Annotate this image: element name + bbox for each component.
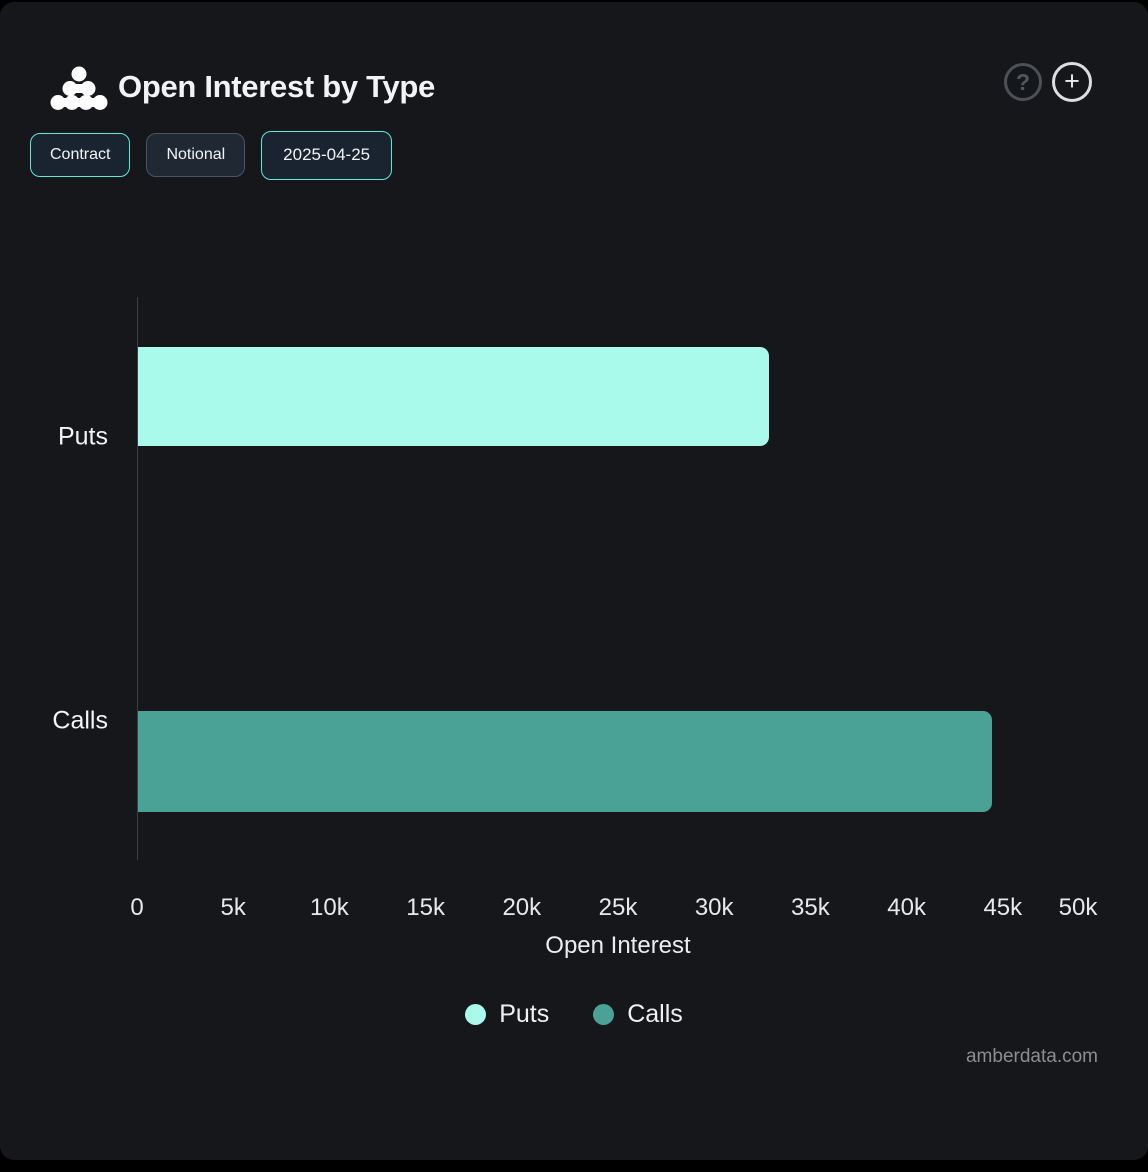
- x-axis-title: Open Interest: [545, 932, 691, 959]
- legend-marker-puts: [465, 1004, 487, 1025]
- legend-marker-calls: [593, 1004, 615, 1025]
- legend-label: Puts: [499, 1000, 550, 1028]
- x-tick-45k: 45k: [983, 894, 1023, 921]
- x-tick-5k: 5k: [220, 894, 246, 921]
- toolbar-button-2025-04-25[interactable]: 2025-04-25: [261, 130, 393, 180]
- toolbar-button-notional[interactable]: Notional: [146, 133, 246, 177]
- plus-icon: +: [1064, 65, 1080, 96]
- category-label-calls: Calls: [52, 706, 108, 735]
- watermark: amberdata.com: [965, 1046, 1098, 1067]
- question-mark-icon: ?: [1015, 68, 1031, 95]
- x-tick-20k: 20k: [502, 894, 542, 921]
- toolbar-button-contract[interactable]: Contract: [30, 133, 131, 177]
- bar-calls[interactable]: [138, 711, 992, 812]
- legend-item-puts[interactable]: Puts: [465, 1000, 549, 1029]
- legend-item-calls[interactable]: Calls: [593, 1000, 683, 1029]
- x-tick-30k: 30k: [694, 894, 734, 921]
- y-axis-line: [137, 297, 138, 860]
- amberdata-logo-icon: [50, 66, 108, 110]
- x-tick-40k: 40k: [887, 894, 926, 921]
- toolbar: Contract Notional 2025-04-25: [30, 129, 393, 181]
- help-button[interactable]: ?: [1004, 63, 1042, 101]
- x-tick-35k: 35k: [791, 894, 830, 921]
- legend-label: Calls: [627, 1000, 683, 1028]
- x-tick-10k: 10k: [310, 894, 349, 921]
- x-tick-25k: 25k: [598, 894, 638, 921]
- chart-legend: Puts Calls: [0, 1000, 1148, 1029]
- category-label-puts: Puts: [57, 422, 108, 451]
- add-to-dashboard-button[interactable]: +: [1052, 62, 1092, 102]
- x-tick-15k: 15k: [406, 894, 445, 921]
- page-title: Open Interest by Type: [118, 69, 435, 104]
- x-tick-50k: 50k: [1058, 894, 1098, 921]
- bar-puts[interactable]: [138, 347, 769, 446]
- x-tick-0: 0: [130, 894, 144, 921]
